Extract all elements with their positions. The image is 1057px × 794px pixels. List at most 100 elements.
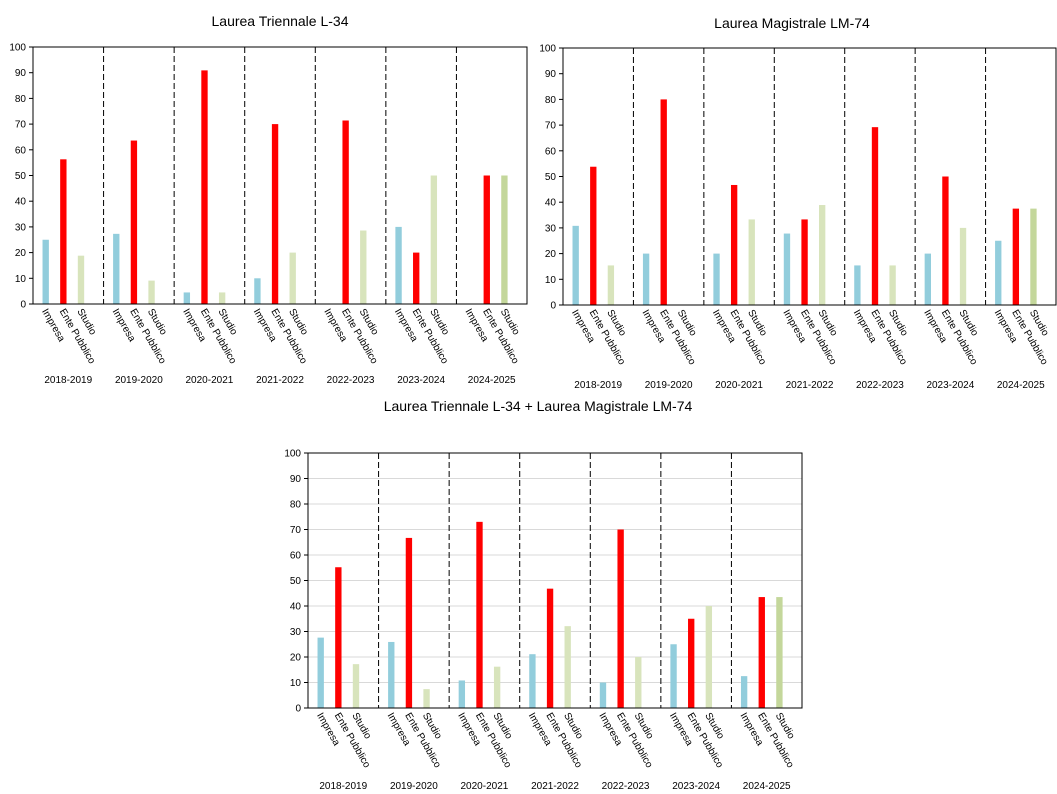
y-tick-label: 60: [290, 551, 302, 562]
y-tick-label: 0: [20, 300, 26, 311]
bar-ente-pubblico: [801, 219, 808, 305]
bar-impresa: [670, 644, 677, 708]
y-tick-label: 70: [15, 120, 27, 131]
bar-impresa: [458, 680, 466, 708]
bar-impresa: [183, 292, 191, 304]
bar-impresa: [317, 637, 324, 708]
group-label: 2022-2023: [327, 375, 375, 386]
y-tick-label: 50: [545, 172, 557, 183]
y-tick-label: 60: [15, 145, 27, 156]
bar-studio: [77, 255, 85, 304]
y-tick-label: 90: [545, 69, 557, 80]
bar-impresa: [42, 239, 49, 304]
group-label: 2018-2019: [44, 375, 92, 386]
group-label: 2020-2021: [461, 781, 509, 792]
bar-studio: [352, 664, 360, 708]
bar-studio: [889, 265, 896, 305]
bar-studio: [819, 205, 826, 305]
y-tick-label: 10: [545, 275, 557, 286]
bar-studio: [776, 597, 783, 708]
group-label: 2019-2020: [115, 375, 163, 386]
bar-studio: [430, 175, 438, 304]
bar-studio: [148, 280, 155, 304]
group-label: 2021-2022: [786, 380, 834, 391]
plot-area: [562, 47, 1057, 306]
y-tick-label: 20: [545, 249, 557, 260]
y-tick-label: 50: [290, 576, 302, 587]
bar-ente-pubblico: [758, 597, 765, 708]
bar-studio: [1030, 208, 1037, 305]
bar-studio: [705, 606, 713, 708]
chart-magistrale-svg: Laurea Magistrale LM-74 0 10 20 30 40 50 60 70 80…: [539, 15, 1057, 391]
bar-ente-pubblico: [590, 166, 597, 305]
bar-ente-pubblico: [617, 529, 624, 708]
y-tick-label: 20: [290, 653, 302, 664]
bar-ente-pubblico: [1012, 208, 1020, 305]
y-tick-label: 80: [545, 95, 557, 106]
chart-title: Laurea Magistrale LM-74: [714, 15, 870, 31]
y-tick-label: 90: [15, 68, 27, 79]
bar-ente-pubblico: [271, 124, 279, 304]
group-label: 2021-2022: [531, 781, 579, 792]
y-tick-label: 30: [545, 223, 557, 234]
y-tick-label: 50: [15, 171, 27, 182]
y-tick-label: 90: [290, 474, 302, 485]
bar-impresa: [924, 253, 931, 305]
group-label: 2024-2025: [468, 375, 516, 386]
group-label: 2020-2021: [186, 375, 234, 386]
bar-ente-pubblico: [546, 588, 554, 708]
bar-ente-pubblico: [335, 567, 342, 708]
chart-magistrale: Laurea Magistrale LM-74 0 10 20 30 40 50 60 70 80…: [530, 0, 1057, 391]
chart-title: Laurea Triennale L-34: [212, 13, 349, 29]
y-tick-label: 80: [15, 94, 27, 105]
plot-area: [307, 452, 803, 709]
group-label: 2018-2019: [574, 380, 622, 391]
bar-ente-pubblico: [730, 184, 738, 305]
y-tick-label: 100: [9, 43, 26, 54]
y-tick-label: 100: [284, 449, 301, 460]
bar-ente-pubblico: [476, 521, 483, 708]
group-label: 2020-2021: [715, 380, 763, 391]
bar-impresa: [783, 233, 791, 305]
bar-studio: [501, 175, 508, 304]
bar-studio: [635, 657, 642, 708]
group-label: 2023-2024: [926, 380, 974, 391]
y-tick-label: 0: [295, 704, 301, 715]
y-tick-label: 70: [545, 121, 557, 132]
bar-impresa: [254, 278, 261, 304]
bar-impresa: [740, 676, 748, 708]
bar-ente-pubblico: [483, 175, 490, 304]
group-label: 2024-2025: [743, 781, 791, 792]
group-label: 2018-2019: [319, 781, 367, 792]
y-tick-label: 40: [290, 602, 302, 613]
bar-ente-pubblico: [60, 159, 67, 304]
y-tick-label: 70: [290, 525, 302, 536]
bar-ente-pubblico: [201, 70, 208, 305]
bar-studio: [493, 666, 501, 708]
y-tick-label: 40: [15, 197, 27, 208]
y-tick-label: 40: [545, 198, 557, 209]
bar-ente-pubblico: [688, 618, 695, 708]
group-label: 2021-2022: [256, 375, 304, 386]
chart-triennale-svg: Laurea Triennale L-34 0 10 20 30 40 50 60 70 80 90…: [9, 13, 528, 386]
bar-impresa: [388, 641, 395, 708]
chart-combined: Laurea Triennale L-34 + Laurea Magistral…: [265, 395, 805, 794]
y-tick-label: 60: [545, 146, 557, 157]
group-label: 2022-2023: [602, 781, 650, 792]
group-label: 2019-2020: [390, 781, 438, 792]
y-tick-label: 30: [290, 627, 302, 638]
bar-impresa: [713, 253, 720, 305]
bar-ente-pubblico: [871, 127, 879, 305]
bar-studio: [289, 252, 296, 304]
y-tick-label: 80: [290, 500, 302, 511]
bar-studio: [218, 292, 226, 304]
bar-ente-pubblico: [942, 176, 949, 305]
bar-impresa: [113, 233, 120, 304]
bar-ente-pubblico: [413, 252, 420, 304]
bar-ente-pubblico: [130, 140, 138, 304]
bar-studio: [748, 219, 755, 305]
bar-impresa: [854, 265, 861, 305]
chart-title: Laurea Triennale L-34 + Laurea Magistral…: [384, 398, 693, 414]
bar-ente-pubblico: [405, 537, 413, 708]
bar-impresa: [642, 253, 650, 305]
